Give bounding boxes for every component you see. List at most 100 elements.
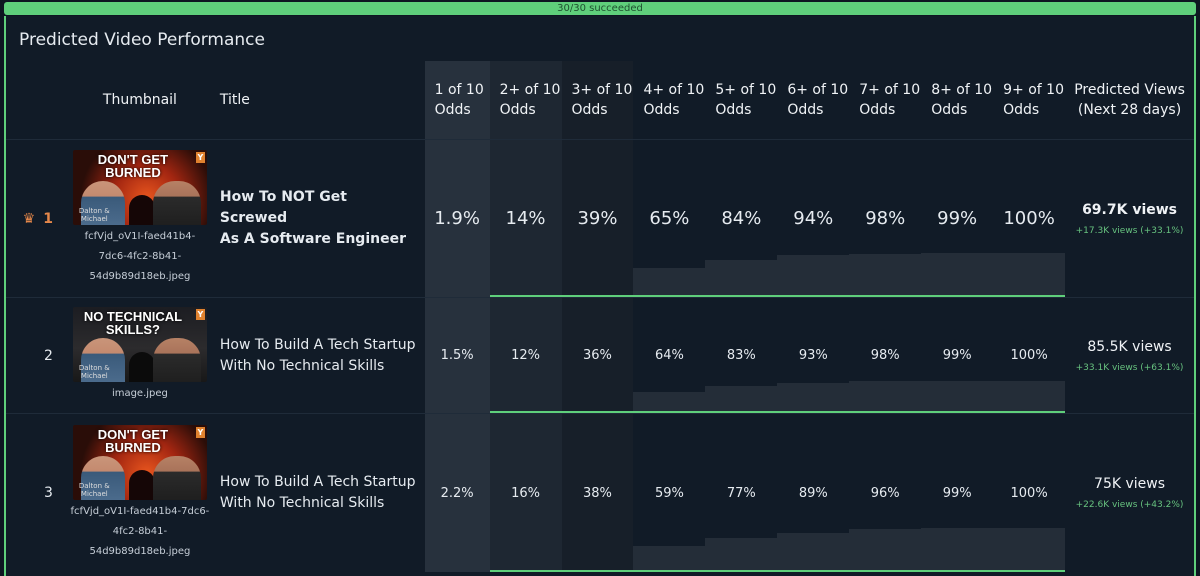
- table-row[interactable]: 3 DON'T GET BURNED Y Dalton & Michael fcfV…: [6, 413, 1194, 572]
- performance-table: Thumbnail Title 1 of 10 Odds 2+ of 10 Odds…: [6, 61, 1194, 572]
- odds-bar-bg: [633, 268, 706, 297]
- odds-bar-bg: [633, 546, 706, 572]
- thumbnail-image[interactable]: DON'T GET BURNED Y Dalton & Michael: [72, 424, 207, 500]
- thumbnail-image[interactable]: NO TECHNICAL SKILLS? Y Dalton & Michael: [72, 307, 207, 382]
- header-odds-8-line2: Odds: [931, 102, 968, 118]
- odds-bar-fill: [489, 411, 562, 413]
- video-title-line1: How To Build A Tech Startup: [219, 474, 416, 490]
- odds-value: 98%: [870, 348, 900, 363]
- odds-value: 77%: [726, 485, 756, 501]
- thumbnail-image[interactable]: DON'T GET BURNED Y Dalton & Michael: [72, 150, 207, 225]
- odds-cell-7: 96%: [849, 413, 922, 572]
- thumbnail-name-line1: Dalton &: [78, 481, 110, 490]
- channel-badge-icon: Y: [195, 152, 205, 163]
- odds-cell-2: 12%: [489, 297, 562, 414]
- odds-value: 38%: [583, 485, 612, 501]
- odds-bar-fill: [633, 411, 706, 413]
- video-title: How To Build A Tech Startup With No Techn…: [219, 297, 425, 414]
- odds-bar-bg: [777, 383, 850, 413]
- video-title-line1: How To Build A Tech Startup: [219, 336, 416, 353]
- thumbnail-silhouette: [128, 469, 155, 500]
- thumbnail-person-right: [152, 338, 201, 382]
- predicted-views: 69.7K views: [1082, 201, 1178, 218]
- odds-bar-bg: [849, 254, 922, 297]
- odds-cell-6: 94%: [777, 139, 850, 298]
- odds-cell-5: 84%: [705, 139, 778, 298]
- table-row[interactable]: 2 NO TECHNICAL SKILLS? Y Dalton & Michael …: [6, 297, 1194, 414]
- rank-number: 1: [43, 210, 53, 227]
- thumbnail-headline-line1: DON'T GET: [97, 426, 169, 442]
- thumbnail-silhouette: [128, 195, 155, 225]
- odds-bar-fill: [993, 295, 1066, 297]
- header-odds-1[interactable]: 1 of 10 Odds: [424, 61, 490, 140]
- odds-bar-bg: [993, 381, 1066, 413]
- header-odds-2[interactable]: 2+ of 10 Odds: [489, 61, 562, 140]
- odds-cell-8: 99%: [921, 413, 994, 572]
- table-row[interactable]: ♛ 1 DON'T GET BURNED Y Dalton & Michael fcf…: [6, 139, 1194, 298]
- header-views-line1: Predicted Views: [1074, 82, 1185, 98]
- odds-value: 59%: [654, 485, 684, 501]
- odds-bar-bg: [921, 528, 994, 572]
- thumbnail-person-left: [80, 338, 125, 382]
- odds-bar-fill: [921, 295, 994, 297]
- header-title[interactable]: Title: [219, 92, 250, 108]
- odds-bar-fill: [489, 295, 562, 297]
- header-odds-5[interactable]: 5+ of 10 Odds: [705, 61, 778, 140]
- odds-cell-1: 1.9%: [424, 139, 490, 298]
- header-odds-4-line1: 4+ of 10: [643, 82, 705, 98]
- odds-value: 89%: [798, 485, 828, 501]
- header-odds-3[interactable]: 3+ of 10 Odds: [561, 61, 634, 140]
- header-odds-7[interactable]: 7+ of 10 Odds: [849, 61, 922, 140]
- header-predicted-views[interactable]: Predicted Views (Next 28 days): [1065, 61, 1194, 140]
- thumbnail-person-right: [152, 455, 201, 500]
- odds-bar-bg: [993, 528, 1066, 572]
- odds-cell-6: 93%: [777, 297, 850, 414]
- odds-bar-bg: [849, 381, 922, 413]
- odds-bar-fill: [849, 411, 922, 413]
- odds-cell-4: 64%: [633, 297, 706, 414]
- odds-bar-fill: [849, 295, 922, 297]
- filename-line1: fcfVjd_oV1I-faed41b4-7dc6-: [70, 505, 210, 517]
- odds-cell-9: 100%: [993, 139, 1066, 298]
- odds-bar-fill: [489, 570, 562, 572]
- thumbnail-person-right: [152, 181, 201, 225]
- odds-cell-1: 1.5%: [424, 297, 490, 414]
- header-odds-6-line2: Odds: [787, 102, 824, 118]
- predicted-views-cell: 69.7K views +17.3K views (+33.1%): [1065, 139, 1194, 298]
- thumbnail-headline: DON'T GET BURNED: [73, 428, 193, 454]
- predicted-views: 85.5K views: [1087, 338, 1172, 355]
- odds-bar-fill: [561, 411, 634, 413]
- odds-cell-5: 77%: [705, 413, 778, 572]
- odds-value: 14%: [505, 208, 546, 229]
- filename-line1: fcfVjd_oV1I-faed41b4-: [84, 231, 196, 242]
- header-thumbnail[interactable]: Thumbnail: [102, 92, 177, 108]
- header-odds-1-line1: 1 of 10: [434, 82, 484, 98]
- thumbnail-names: Dalton & Michael: [79, 482, 110, 498]
- header-row: Thumbnail Title 1 of 10 Odds 2+ of 10 Odds…: [6, 61, 1194, 140]
- odds-cell-7: 98%: [849, 139, 922, 298]
- video-title-line2: As A Software Engineer: [219, 231, 406, 247]
- odds-bar-fill: [777, 570, 850, 572]
- odds-value: 99%: [942, 485, 972, 501]
- header-odds-5-line2: Odds: [715, 102, 752, 118]
- thumbnail-headline: NO TECHNICAL SKILLS?: [73, 310, 193, 336]
- results-panel: Predicted Video Performance Thumbnail Ti…: [4, 16, 1196, 576]
- views-delta: +17.3K views (+33.1%): [1075, 225, 1184, 236]
- video-title-line1: How To NOT Get Screwed: [219, 189, 347, 226]
- odds-value: 36%: [583, 348, 612, 363]
- rank-number: 2: [44, 347, 53, 364]
- thumbnail-name-line1: Dalton &: [78, 207, 110, 215]
- filename-line2: 7dc6-4fc2-8b41-: [98, 251, 182, 262]
- odds-bar-fill: [633, 295, 706, 297]
- odds-value: 100%: [1003, 208, 1055, 229]
- thumbnail-headline-line1: NO TECHNICAL: [83, 309, 183, 324]
- header-odds-4[interactable]: 4+ of 10 Odds: [633, 61, 706, 140]
- header-odds-8[interactable]: 8+ of 10 Odds: [921, 61, 994, 140]
- header-odds-9[interactable]: 9+ of 10 Odds: [993, 61, 1066, 140]
- header-odds-7-line2: Odds: [859, 102, 896, 118]
- odds-value: 99%: [942, 348, 972, 363]
- thumbnail-headline-line2: BURNED: [105, 165, 161, 180]
- odds-bar-bg: [705, 386, 778, 413]
- header-odds-6[interactable]: 6+ of 10 Odds: [777, 61, 850, 140]
- odds-bar-fill: [777, 295, 850, 297]
